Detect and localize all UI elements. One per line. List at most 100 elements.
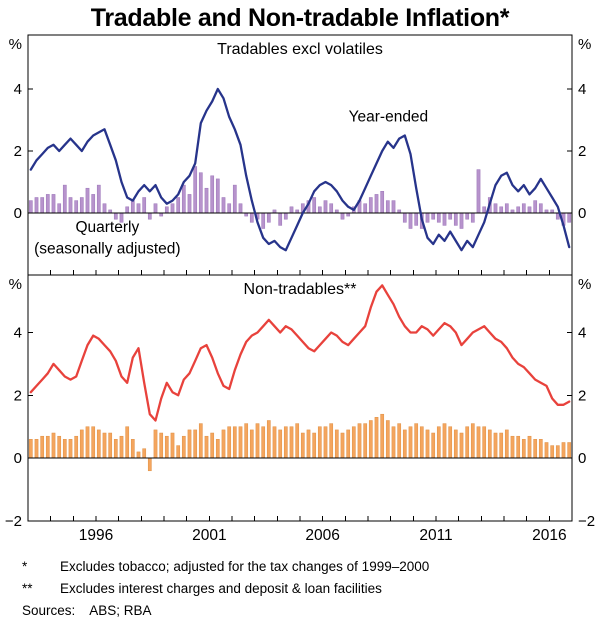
bar bbox=[414, 423, 419, 459]
bar bbox=[125, 206, 130, 214]
bar bbox=[96, 429, 101, 459]
bar bbox=[68, 439, 73, 459]
chart-figure: Tradable and Non-tradable Inflation* 0 0 2… bbox=[0, 4, 600, 622]
bar bbox=[431, 432, 436, 459]
y-axis-label-left: 4 bbox=[14, 324, 22, 341]
bar bbox=[340, 432, 345, 459]
bar bbox=[193, 429, 198, 459]
bar bbox=[289, 426, 294, 459]
bar bbox=[504, 429, 509, 459]
bar bbox=[470, 423, 475, 459]
y-axis-label-left: 0 bbox=[14, 205, 22, 222]
bar bbox=[62, 184, 67, 214]
bar bbox=[385, 420, 390, 459]
bar bbox=[317, 206, 322, 214]
bar bbox=[261, 426, 266, 459]
bar bbox=[147, 212, 152, 220]
bar bbox=[40, 197, 45, 214]
bar bbox=[204, 187, 209, 214]
bar bbox=[181, 435, 186, 459]
bar bbox=[431, 212, 436, 220]
footnote-2: ** Excludes interest charges and deposit… bbox=[22, 578, 582, 600]
bar bbox=[227, 203, 232, 214]
bar bbox=[538, 203, 543, 214]
chart: 0 0 2 2 4 4% % Tradables excl volatiles Year-end… bbox=[5, 34, 595, 544]
y-axis-unit-right: % bbox=[578, 36, 591, 53]
panel-border bbox=[27, 274, 573, 522]
bar bbox=[448, 212, 453, 220]
bar bbox=[550, 445, 555, 459]
y-axis-label-left: 0 bbox=[14, 450, 22, 467]
bar bbox=[414, 212, 419, 226]
bar bbox=[442, 423, 447, 459]
bar bbox=[510, 435, 515, 459]
y-axis-label-right: −2 bbox=[578, 513, 595, 530]
bar bbox=[130, 200, 135, 214]
bar bbox=[295, 423, 300, 459]
bar bbox=[499, 432, 504, 459]
sources-text: ABS; RBA bbox=[89, 603, 152, 618]
bar bbox=[300, 432, 305, 459]
sources-label: Sources: bbox=[22, 603, 76, 618]
bar bbox=[363, 203, 368, 214]
bar bbox=[272, 426, 277, 459]
x-axis-label-2006: 2006 bbox=[305, 527, 339, 544]
bar bbox=[408, 426, 413, 459]
bar bbox=[567, 442, 572, 459]
bar bbox=[391, 426, 396, 459]
bar bbox=[249, 429, 254, 459]
x-axis-label-2001: 2001 bbox=[192, 527, 226, 544]
bar bbox=[380, 413, 385, 459]
bar bbox=[232, 426, 237, 459]
bar bbox=[493, 432, 498, 459]
bar bbox=[567, 212, 572, 223]
bar bbox=[215, 178, 220, 214]
bar bbox=[465, 426, 470, 459]
series-annotation: Year-ended bbox=[349, 109, 429, 126]
bar bbox=[346, 429, 351, 459]
bar bbox=[91, 426, 96, 459]
bar bbox=[28, 439, 33, 459]
bar bbox=[402, 429, 407, 459]
panel-2: −2 −2 0 0 2 2 4 4% % Non-tradables** bbox=[5, 274, 595, 530]
bar bbox=[499, 206, 504, 214]
bar bbox=[340, 212, 345, 220]
bar bbox=[266, 212, 271, 223]
footnote-1-marker: * bbox=[22, 559, 28, 574]
bar bbox=[391, 200, 396, 214]
bar bbox=[555, 445, 560, 459]
bar bbox=[323, 200, 328, 214]
y-axis-label-right: 4 bbox=[578, 324, 586, 341]
bar bbox=[136, 451, 141, 459]
bar bbox=[261, 212, 266, 229]
bar bbox=[85, 426, 90, 459]
bar bbox=[363, 423, 368, 459]
bar bbox=[374, 194, 379, 214]
bar bbox=[198, 172, 203, 214]
bar bbox=[62, 439, 67, 459]
panel-title: Tradables excl volatiles bbox=[217, 41, 383, 58]
bar bbox=[533, 200, 538, 214]
bar bbox=[266, 420, 271, 459]
bar bbox=[40, 435, 45, 459]
bar bbox=[187, 429, 192, 459]
chart-title: Tradable and Non-tradable Inflation* bbox=[90, 4, 510, 32]
bar bbox=[357, 423, 362, 459]
footnote-1: * Excludes tobacco; adjusted for the tax… bbox=[22, 556, 582, 578]
bar bbox=[57, 203, 62, 214]
bar bbox=[51, 432, 56, 459]
y-axis-label-right: 0 bbox=[578, 205, 586, 222]
y-axis-unit-left: % bbox=[9, 276, 22, 293]
bar bbox=[289, 206, 294, 214]
bar bbox=[221, 197, 226, 214]
bar bbox=[278, 429, 283, 459]
bar bbox=[125, 426, 130, 459]
bar bbox=[34, 439, 39, 459]
bar bbox=[283, 426, 288, 459]
bar bbox=[521, 203, 526, 214]
bar bbox=[142, 448, 147, 459]
bar bbox=[153, 429, 158, 459]
bar bbox=[419, 426, 424, 459]
bar bbox=[470, 212, 475, 223]
bar bbox=[306, 429, 311, 459]
